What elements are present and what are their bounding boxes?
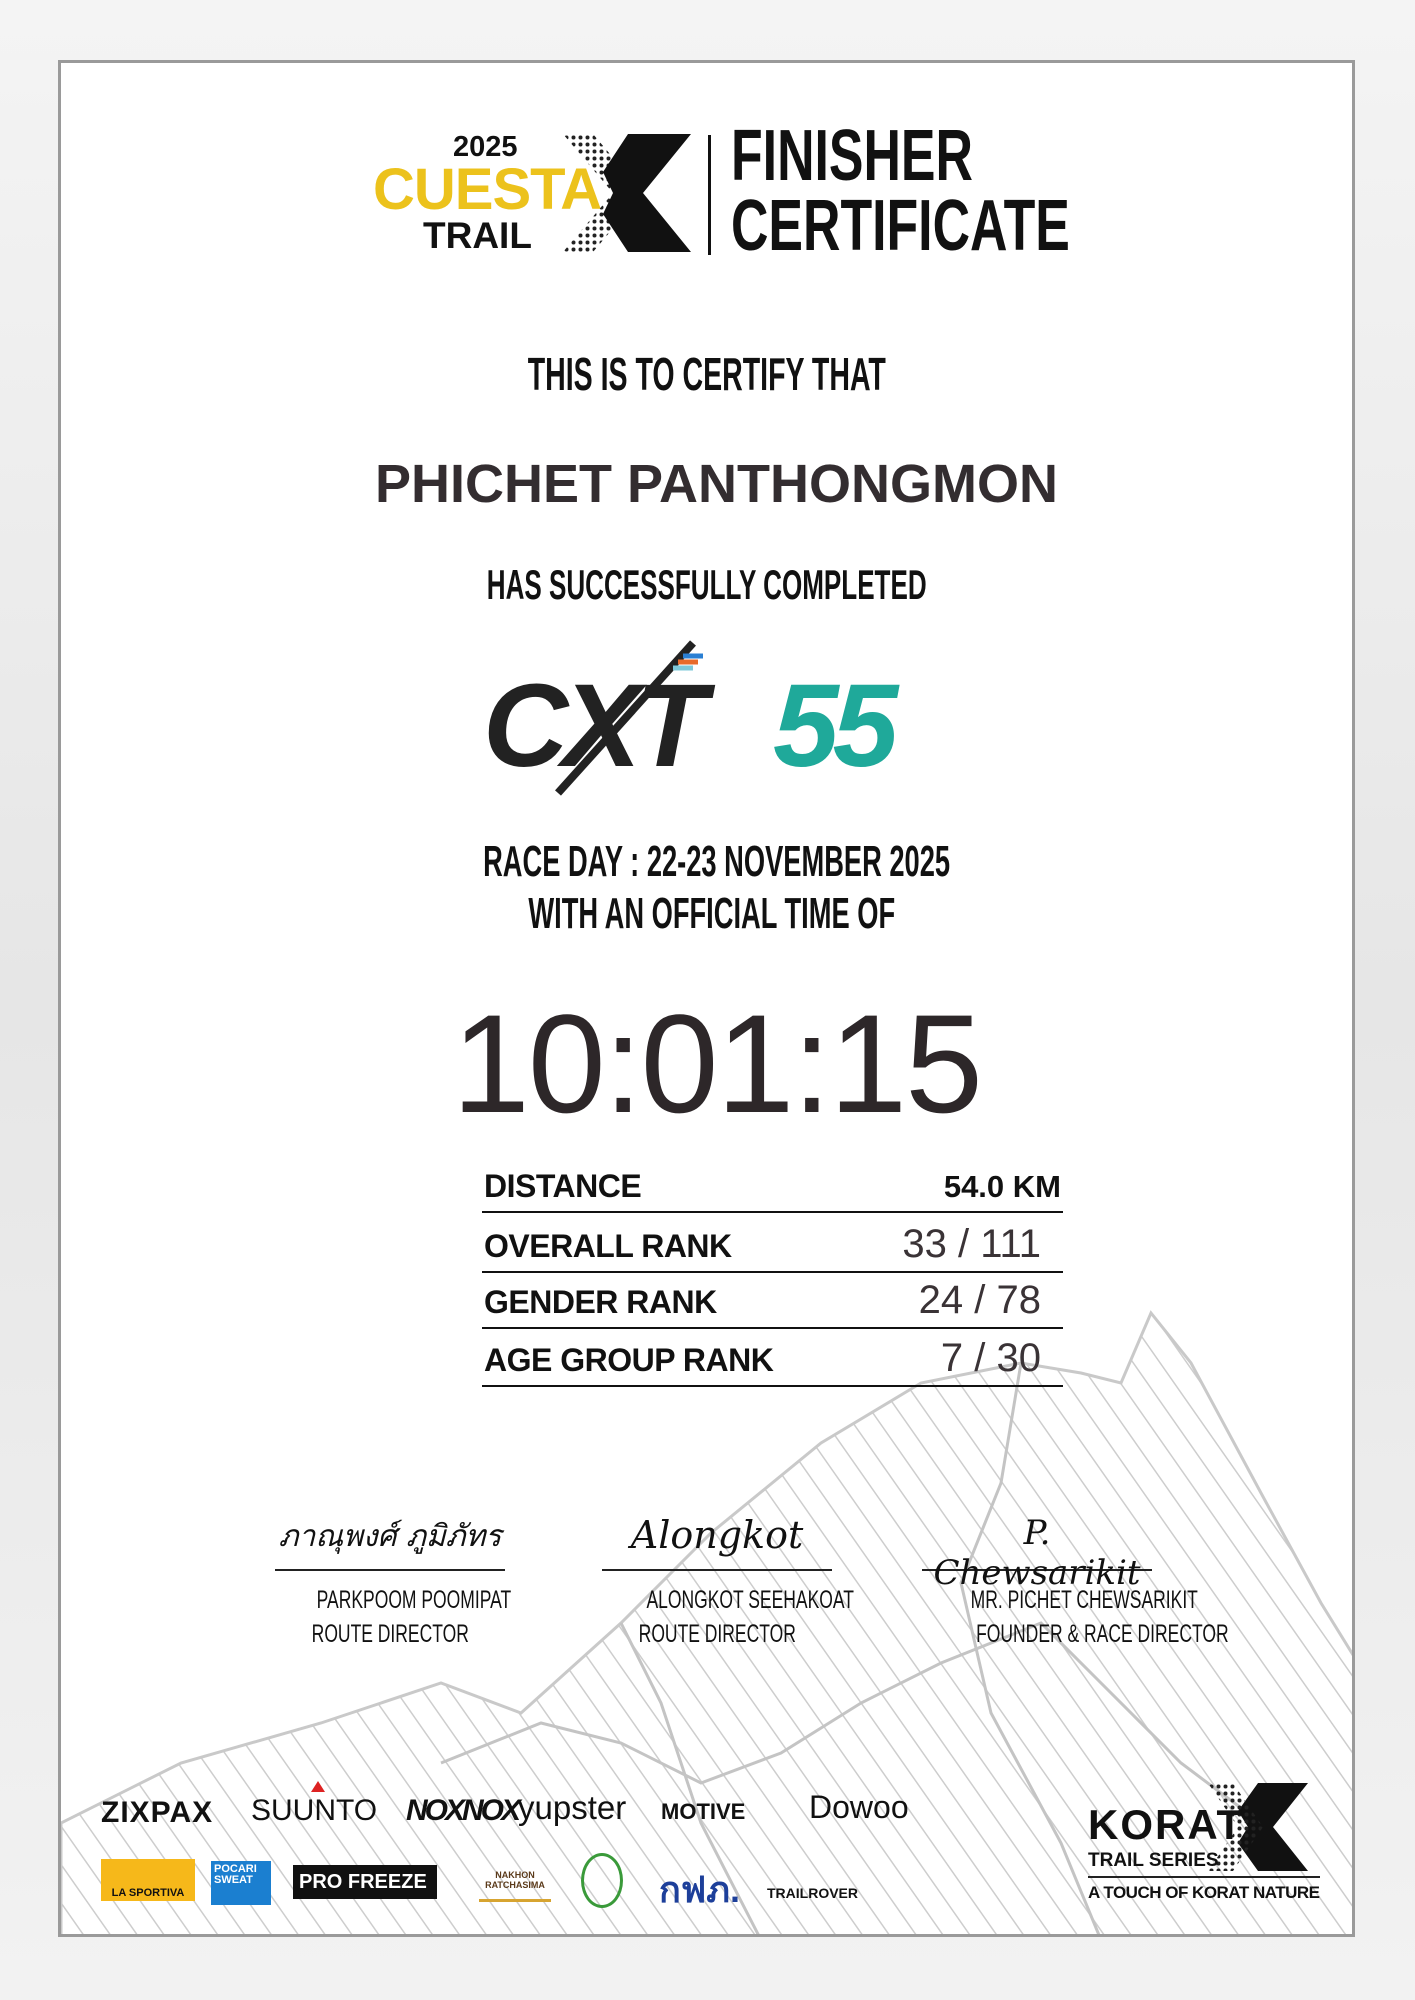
sponsor-pocari-sweat: POCARI SWEAT [211, 1861, 271, 1905]
certificate: 2025 CUESTA TRAIL FINISHER CERTIFICATE T… [58, 60, 1355, 1937]
sponsor-trailrover: TRAILROVER [767, 1885, 858, 1901]
suunto-triangle-icon [311, 1781, 325, 1792]
sponsor-pro-freeze: PRO FREEZE [293, 1865, 437, 1899]
sponsor-noxnox: NOXNOX [406, 1794, 521, 1827]
signature-image: Alongkot [630, 1513, 804, 1557]
mountain-illustration [61, 1310, 1352, 1934]
stat-row-age-group-rank: AGE GROUP RANK 7 / 30 [482, 1329, 1063, 1387]
certificate-title: FINISHER CERTIFICATE [731, 116, 1070, 266]
sponsor-pea: กฟภ. [659, 1869, 741, 1910]
runner-name: PHICHET PANTHONGMON [375, 454, 1058, 514]
official-time-label: WITH AN OFFICIAL TIME OF [528, 889, 895, 938]
header-divider [708, 135, 711, 255]
stat-row-distance: DISTANCE 54.0 KM [482, 1163, 1063, 1213]
signature-image: P. Chewsarikit [933, 1513, 1141, 1593]
korat-trail-series-logo: KORAT TRAIL SERIES A TOUCH OF KORAT NATU… [1088, 1783, 1328, 1908]
x-mark-icon [1208, 1783, 1308, 1871]
official-time: 10:01:15 [452, 985, 983, 1142]
sponsor-la-sportiva: LA SPORTIVA [101, 1859, 195, 1901]
signature-image: ภาณุพงศ์ ภูมิภัทร [278, 1519, 502, 1554]
completed-text: HAS SUCCESSFULLY COMPLETED [486, 561, 927, 608]
x-mark-icon [563, 134, 691, 252]
sponsor-zixpax: ZIXPAX [101, 1796, 214, 1829]
stat-row-overall-rank: OVERALL RANK 33 / 111 [482, 1218, 1063, 1273]
race-day: RACE DAY : 22-23 NOVEMBER 2025 [483, 837, 950, 886]
certify-text: THIS IS TO CERTIFY THAT [527, 348, 886, 400]
cxt55-race-logo: CXT 55 [483, 638, 933, 798]
signature-block-2: Alongkot ALONGKOT SEEHAKOAT ROUTE DIRECT… [602, 1513, 854, 1651]
slash-mark-icon [555, 640, 703, 796]
signature-block-1: ภาณุพงศ์ ภูมิภัทร PARKPOOM POOMIPAT ROUT… [275, 1513, 511, 1651]
stat-row-gender-rank: GENDER RANK 24 / 78 [482, 1273, 1063, 1329]
sponsor-emblem-icon [581, 1853, 623, 1908]
sponsor-yupster: yupster [518, 1789, 627, 1826]
signature-block-3: P. Chewsarikit MR. PICHET CHEWSARIKIT FO… [922, 1513, 1229, 1651]
cuesta-trail-logo: 2025 CUESTA TRAIL [373, 131, 753, 256]
sponsor-suunto: SUUNTO [251, 1794, 378, 1827]
sponsor-dowoo: Dowoo [809, 1789, 909, 1825]
sponsor-nakhon-ratchasima: NAKHON RATCHASIMA [479, 1858, 551, 1902]
sponsor-motive: MOTIVE [661, 1799, 746, 1824]
